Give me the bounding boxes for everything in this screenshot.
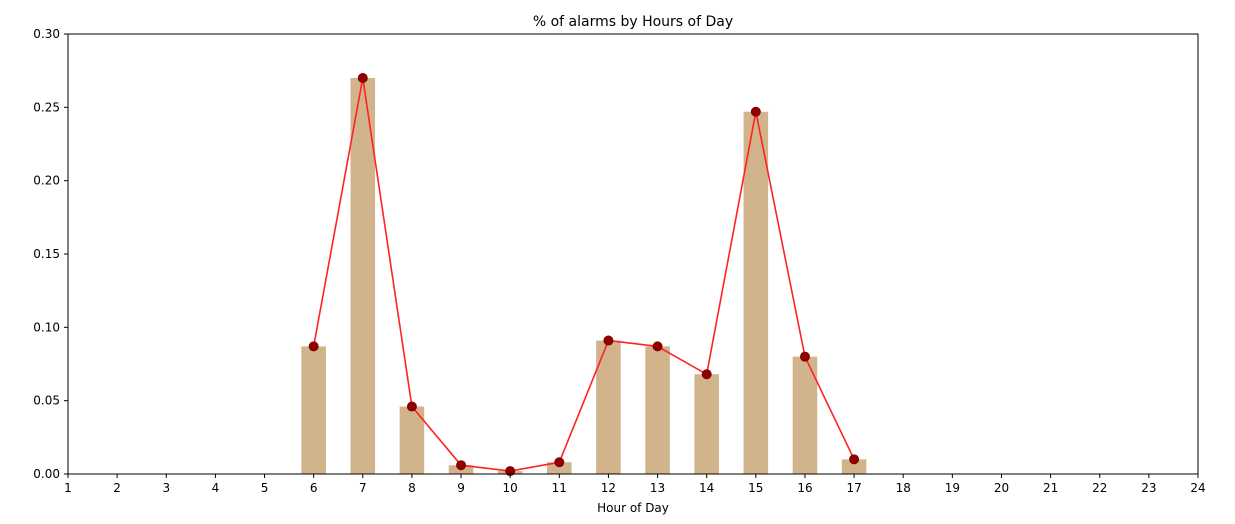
bar-hour-14 bbox=[694, 374, 719, 474]
plot-frame bbox=[67, 33, 1199, 475]
marker-hour-6 bbox=[308, 341, 319, 352]
x-tick-label: 4 bbox=[212, 481, 220, 495]
x-tick-label: 8 bbox=[408, 481, 416, 495]
bars bbox=[301, 78, 867, 474]
x-tick-label: 24 bbox=[1190, 481, 1205, 495]
x-tick-label: 13 bbox=[650, 481, 665, 495]
x-tick-label: 16 bbox=[797, 481, 812, 495]
y-tick-label: 0.30 bbox=[33, 27, 60, 41]
markers bbox=[308, 73, 860, 477]
x-tick-label: 12 bbox=[601, 481, 616, 495]
y-tick-label: 0.15 bbox=[33, 247, 60, 261]
marker-hour-17 bbox=[849, 454, 860, 465]
bar-hour-11 bbox=[547, 462, 572, 474]
marker-hour-11 bbox=[554, 457, 565, 468]
y-tick-label: 0.25 bbox=[33, 100, 60, 114]
series-line bbox=[312, 77, 855, 472]
x-axis: 1 2 3 4 5 6 7 8 9 10 11 12 13 14 15 16 17 18 19 20 21 22 23 24 bbox=[64, 474, 1206, 495]
series-line-path bbox=[312, 77, 855, 472]
x-tick-label: 21 bbox=[1043, 481, 1058, 495]
x-tick-label: 23 bbox=[1141, 481, 1156, 495]
marker-hour-12 bbox=[603, 335, 614, 346]
x-tick-label: 14 bbox=[699, 481, 714, 495]
bar-hour-15 bbox=[743, 111, 769, 474]
marker-hour-8 bbox=[406, 401, 417, 412]
x-tick-label: 19 bbox=[945, 481, 960, 495]
marker-hour-9 bbox=[456, 460, 467, 471]
y-tick-label: 0.10 bbox=[33, 320, 60, 334]
bar-hour-6 bbox=[301, 346, 326, 474]
x-tick-label: 20 bbox=[994, 481, 1009, 495]
x-tick-label: 6 bbox=[310, 481, 318, 495]
x-tick-label: 2 bbox=[113, 481, 121, 495]
x-tick-label: 5 bbox=[261, 481, 269, 495]
marker-hour-14 bbox=[701, 369, 712, 380]
marker-hour-7 bbox=[357, 73, 368, 83]
x-tick-label: 22 bbox=[1092, 481, 1107, 495]
bar-hour-16 bbox=[792, 356, 818, 474]
y-axis: 0.00 0.05 0.10 0.15 0.20 0.25 0.30 bbox=[33, 27, 68, 481]
y-tick-label: 0.20 bbox=[33, 174, 60, 188]
x-tick-label: 10 bbox=[503, 481, 518, 495]
x-tick-label: 15 bbox=[748, 481, 763, 495]
x-axis-label: Hour of Day bbox=[597, 501, 669, 515]
x-tick-label: 9 bbox=[457, 481, 465, 495]
bar-hour-7 bbox=[350, 78, 376, 474]
x-tick-label: 7 bbox=[359, 481, 367, 495]
bar-hour-8 bbox=[399, 406, 425, 474]
x-tick-label: 1 bbox=[64, 481, 72, 495]
x-tick-label: 3 bbox=[162, 481, 170, 495]
x-tick-label: 17 bbox=[846, 481, 861, 495]
y-tick-label: 0.05 bbox=[33, 394, 60, 408]
marker-hour-16 bbox=[799, 351, 810, 362]
bar-hour-17 bbox=[841, 459, 867, 474]
y-tick-label: 0.00 bbox=[33, 467, 60, 481]
chart-title: % of alarms by Hours of Day bbox=[533, 14, 733, 30]
marker-hour-15 bbox=[750, 106, 761, 117]
marker-hour-13 bbox=[652, 341, 663, 352]
x-tick-label: 18 bbox=[896, 481, 911, 495]
bar-hour-13 bbox=[645, 346, 670, 474]
x-tick-label: 11 bbox=[552, 481, 567, 495]
